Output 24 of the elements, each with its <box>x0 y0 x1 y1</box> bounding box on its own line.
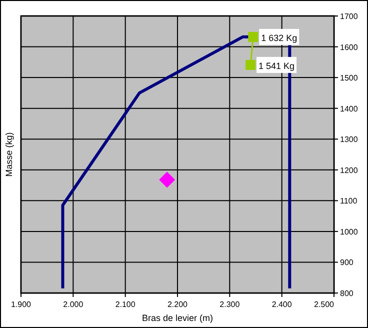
x-tick-label: 2.300 <box>220 300 240 309</box>
x-tick-label: 1.900 <box>10 300 32 309</box>
y-tick-label: 1700 <box>340 12 358 21</box>
x-tick-label: 2.500 <box>314 300 335 309</box>
y-tick-label: 1400 <box>340 104 358 114</box>
y-tick-label: 1600 <box>340 42 358 52</box>
x-tick-label: 2.400 <box>272 300 292 309</box>
point <box>248 32 258 42</box>
y-tick-label: 800 <box>340 289 354 298</box>
x-tick-label: 2.200 <box>167 300 188 309</box>
x-tick-label: 2.000 <box>63 300 84 309</box>
point <box>159 172 176 188</box>
y-axis-title: Masse (kg) <box>4 132 14 177</box>
data-label: 1 632 Kg <box>261 32 298 43</box>
data-label: 1 541 Kg <box>258 60 295 71</box>
point <box>246 60 256 70</box>
x-tick-label: 2.100 <box>115 300 136 309</box>
y-tick-label: 1000 <box>340 227 358 236</box>
y-tick-label: 1200 <box>340 166 358 175</box>
x-axis-title: Bras de levier (m) <box>142 313 214 323</box>
y-tick-label: 1300 <box>340 135 358 144</box>
y-tick-label: 1500 <box>340 74 358 83</box>
y-tick-label: 900 <box>340 258 354 268</box>
y-tick-label: 1100 <box>340 196 358 206</box>
